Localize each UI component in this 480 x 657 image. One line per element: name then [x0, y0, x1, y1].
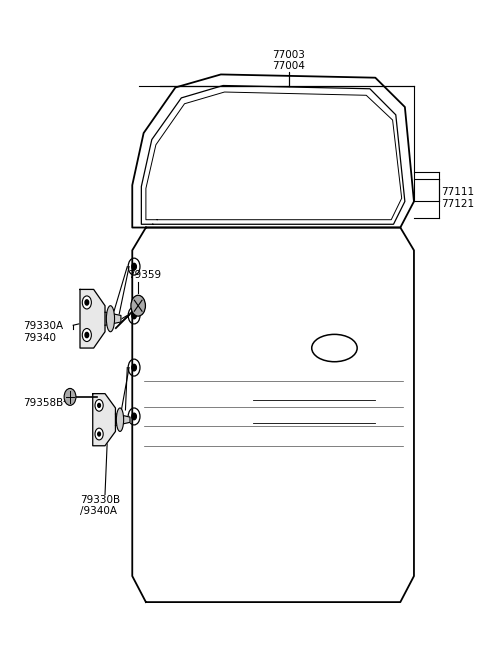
Circle shape: [131, 295, 145, 316]
Polygon shape: [105, 312, 121, 325]
Polygon shape: [93, 394, 116, 445]
Ellipse shape: [116, 408, 124, 432]
Text: 79330B
/9340A: 79330B /9340A: [80, 495, 120, 516]
Text: 79359: 79359: [128, 269, 161, 280]
Text: 79358B: 79358B: [23, 398, 63, 409]
Circle shape: [132, 263, 136, 270]
Circle shape: [85, 332, 89, 338]
Circle shape: [132, 312, 136, 319]
Circle shape: [132, 365, 136, 371]
Polygon shape: [116, 414, 130, 426]
Circle shape: [95, 428, 103, 440]
Text: 79330A
79340: 79330A 79340: [23, 321, 63, 342]
Text: 77003
77004: 77003 77004: [273, 49, 305, 71]
Polygon shape: [80, 290, 105, 348]
Circle shape: [98, 403, 100, 407]
Circle shape: [85, 300, 89, 305]
Circle shape: [82, 328, 91, 342]
Circle shape: [82, 296, 91, 309]
Circle shape: [98, 432, 100, 436]
Circle shape: [132, 413, 136, 420]
Ellipse shape: [107, 306, 115, 332]
Circle shape: [95, 399, 103, 411]
Circle shape: [64, 388, 76, 405]
Text: 77111
77121: 77111 77121: [441, 187, 474, 209]
